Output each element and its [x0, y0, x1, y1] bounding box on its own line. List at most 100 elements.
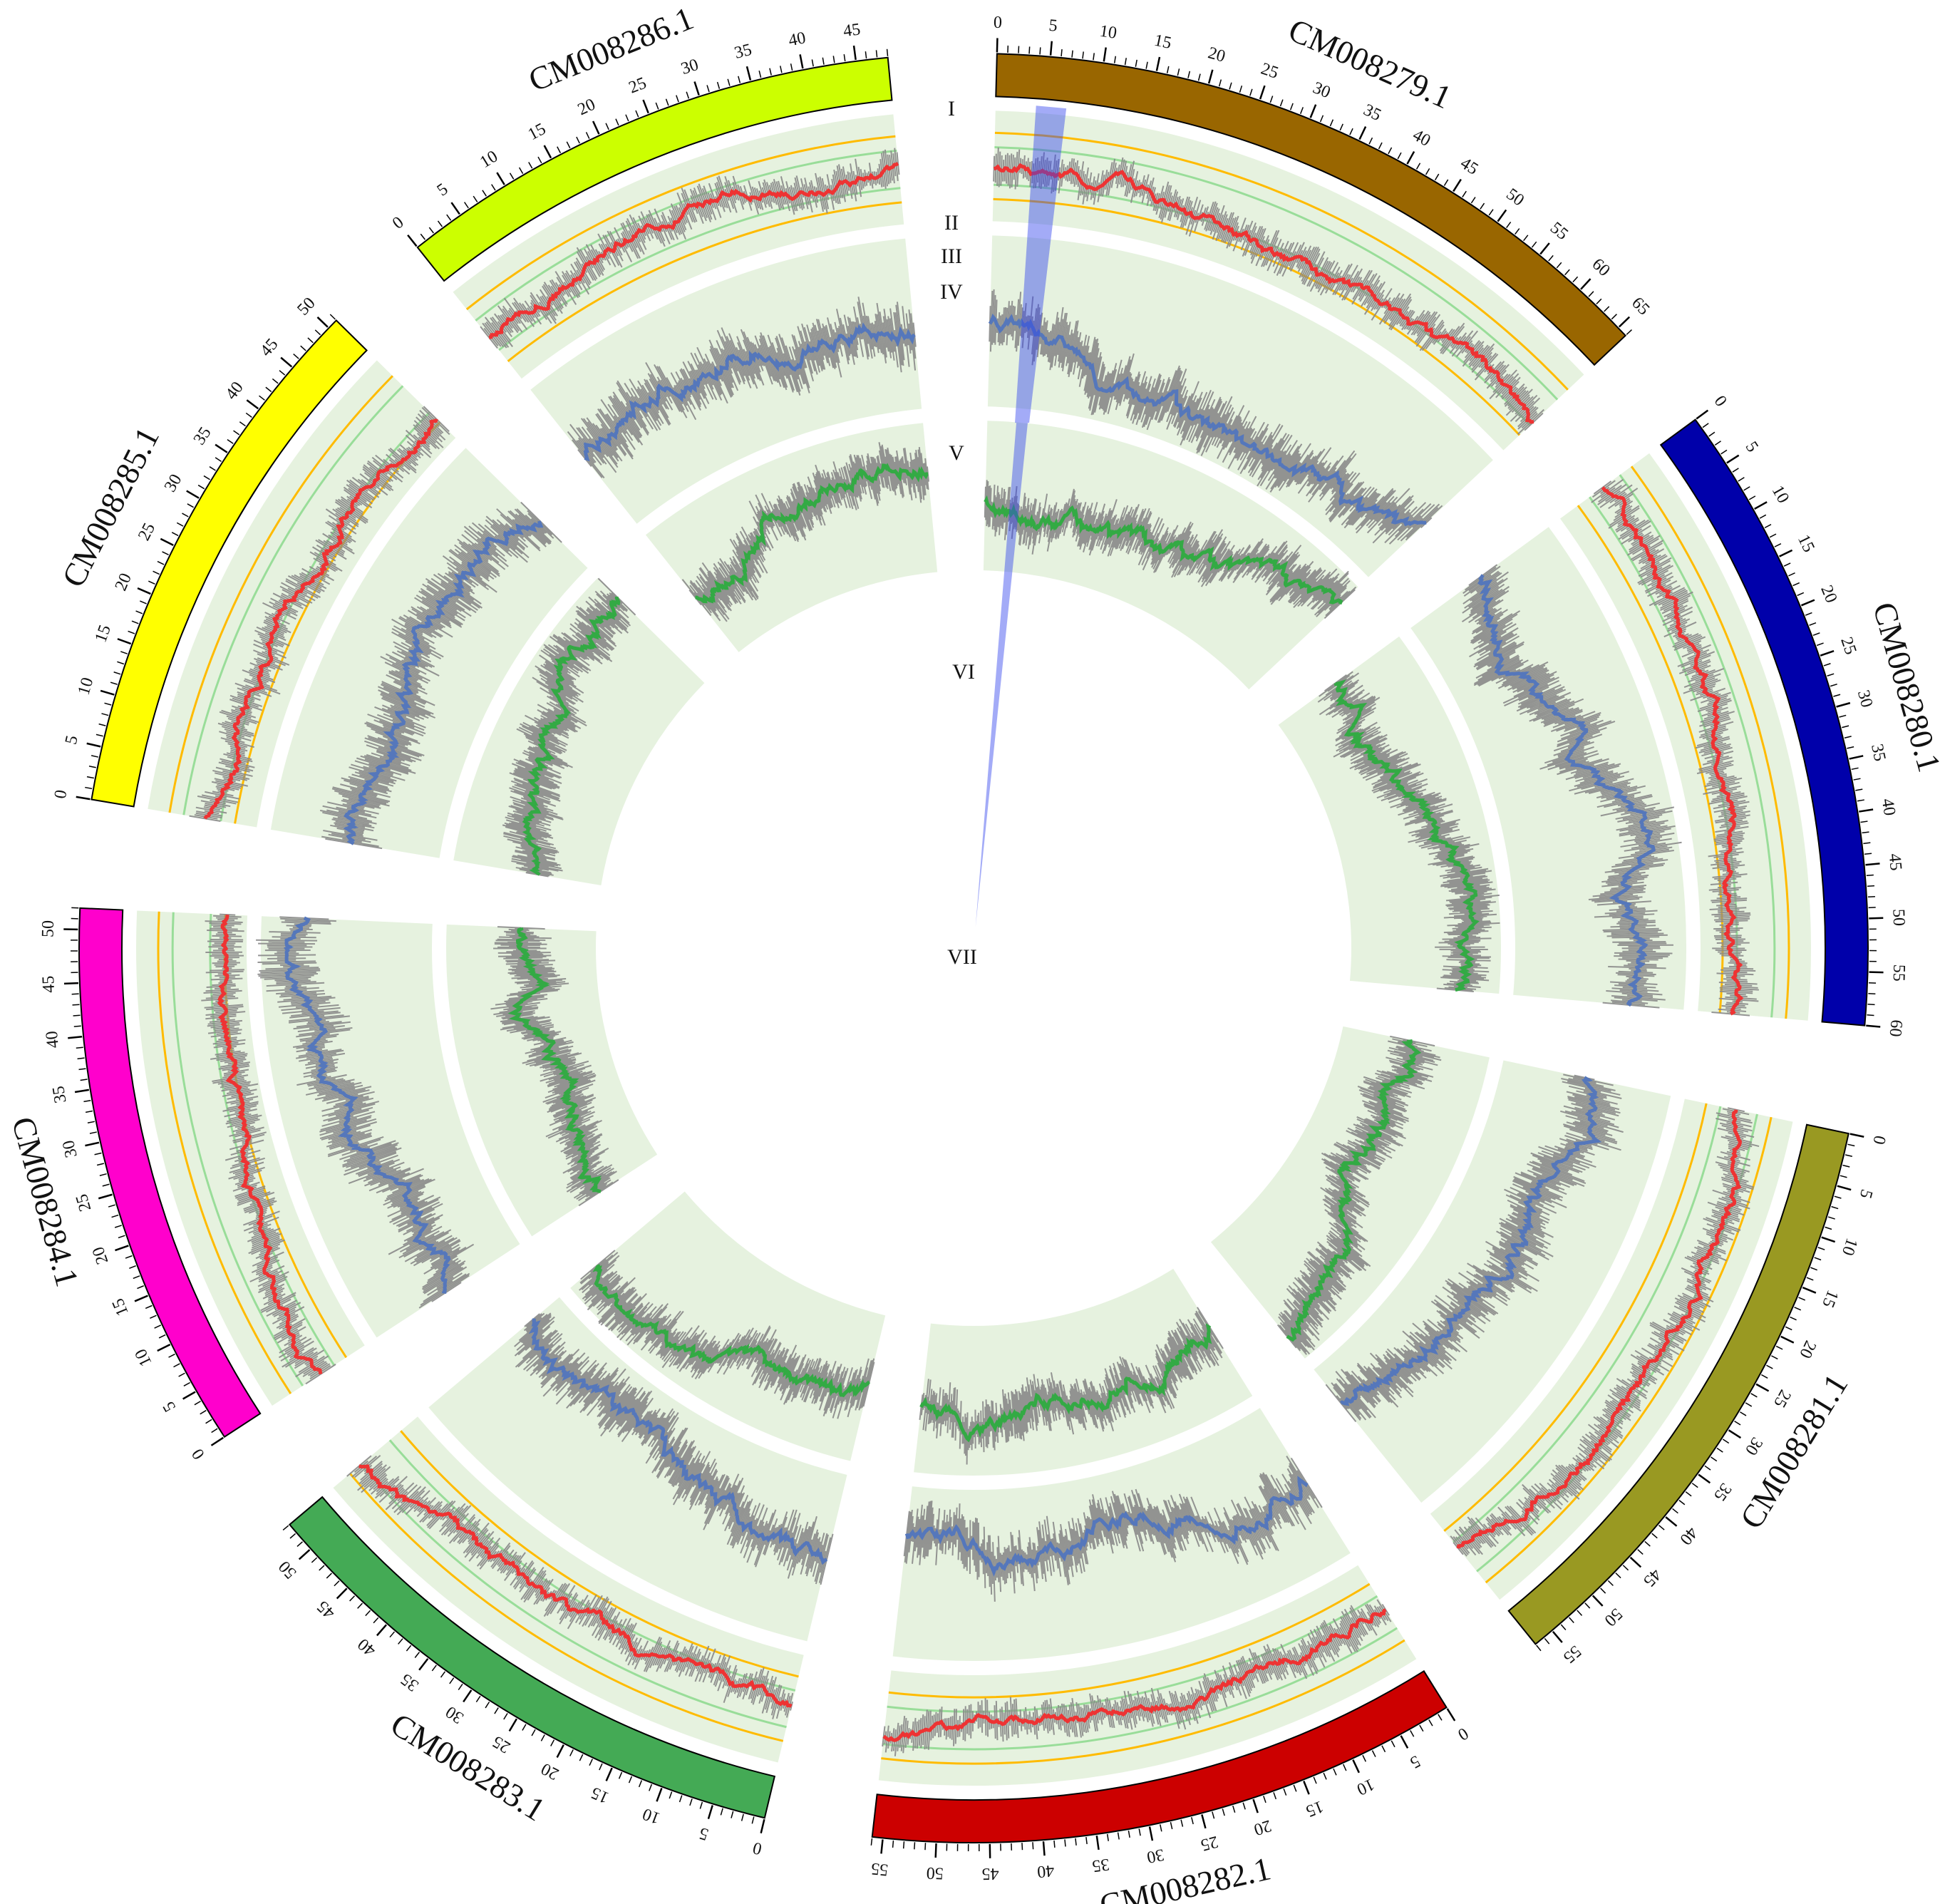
tick-mark: [1177, 68, 1180, 76]
tick-mark: [1406, 150, 1415, 165]
tick-mark: [1569, 1617, 1574, 1624]
tick-mark: [1299, 107, 1304, 114]
tick-mark: [1629, 1556, 1642, 1568]
tick-label: 15: [91, 622, 115, 644]
tick-label: 30: [1741, 1434, 1766, 1458]
tick-mark: [1840, 1175, 1847, 1178]
tick-label: 5: [1048, 16, 1058, 36]
tick-mark: [1849, 1133, 1864, 1138]
tick-mark: [557, 146, 562, 153]
tick-mark: [679, 1795, 683, 1803]
tick-mark: [1028, 46, 1031, 54]
tick-label: 55: [870, 1859, 889, 1879]
tick-mark: [450, 202, 460, 215]
tick-mark: [1259, 85, 1266, 100]
tick-mark: [1862, 831, 1869, 834]
tick-mark: [1827, 673, 1835, 676]
tick-mark: [1252, 1798, 1259, 1813]
tick-mark: [1289, 103, 1294, 110]
tick-mark: [446, 214, 452, 221]
tick-mark: [1766, 1364, 1773, 1369]
tick-mark: [334, 1580, 340, 1587]
tick-mark: [1191, 1817, 1194, 1825]
signal-line: [1333, 679, 1480, 992]
tick-mark: [1805, 612, 1812, 616]
tick-mark: [482, 190, 487, 197]
tick-mark: [1329, 119, 1334, 127]
tick-label: 15: [589, 1783, 612, 1806]
track-cm008285-1: [270, 448, 588, 858]
tick-mark: [1064, 1839, 1066, 1847]
track-cm008285-1: [148, 360, 456, 828]
tick-mark: [140, 600, 147, 604]
tick-label: 40: [43, 1030, 63, 1049]
track-background: [1278, 636, 1501, 994]
tick-mark: [406, 1645, 412, 1652]
tick-mark: [1740, 1411, 1747, 1416]
tick-label: 20: [89, 1245, 113, 1267]
tick-mark: [585, 132, 590, 139]
chromosome-label-cm008286-1: CM008286.1: [524, 0, 698, 98]
tick-mark: [569, 1749, 574, 1756]
tick-mark: [1232, 1805, 1236, 1813]
tick-mark: [1415, 163, 1421, 170]
signal-line: [993, 163, 1534, 424]
tick-label: 5: [1742, 438, 1762, 456]
tick-mark: [113, 671, 121, 675]
tick-mark: [215, 457, 222, 462]
threshold-line: [1619, 474, 1776, 1018]
tick-mark: [1865, 863, 1880, 866]
tick-mark: [1085, 1836, 1088, 1845]
signal-line: [1477, 574, 1656, 1007]
signal-line: [358, 1464, 793, 1708]
tick-mark: [125, 1255, 133, 1259]
tick-mark: [1021, 1843, 1023, 1851]
tick-mark: [508, 1718, 517, 1732]
tick-mark: [1644, 1540, 1651, 1547]
tick-mark: [418, 1658, 429, 1671]
tick-label: 15: [1818, 1287, 1842, 1310]
ideogram-cm008281-1: [1507, 1123, 1849, 1645]
tick-mark: [1780, 1335, 1795, 1344]
tick-label: 45: [39, 975, 58, 993]
tick-label: 25: [1199, 1832, 1220, 1854]
tick-mark: [1869, 917, 1884, 920]
track-cm008279-1: [992, 110, 1584, 451]
tick-mark: [1771, 1355, 1778, 1360]
tick-label: 35: [49, 1085, 70, 1105]
signal-line: [203, 418, 438, 820]
tick-label: 30: [1854, 688, 1877, 709]
tick-mark: [134, 1295, 148, 1302]
track-cm008286-1: [645, 423, 938, 652]
tick-mark: [1820, 649, 1835, 657]
tick-label: 20: [1206, 43, 1227, 66]
tick-mark: [503, 1713, 508, 1720]
tick-mark: [576, 136, 580, 144]
highlight-wedge: [1015, 106, 1067, 423]
tick-mark: [1726, 454, 1740, 464]
tick-mark: [1833, 694, 1841, 697]
tick-mark: [1869, 971, 1884, 974]
tick-mark: [300, 345, 306, 351]
tick-mark: [655, 102, 659, 110]
tick-mark: [182, 513, 189, 518]
tick-label: 30: [59, 1138, 81, 1159]
ideogram-cm008279-1: [995, 53, 1627, 366]
tick-mark: [373, 1617, 379, 1624]
ticks-cm008282-1: 0 5 10 15 20 25 30 35 40 45 50 55: [870, 1708, 1472, 1883]
signal-line: [528, 1318, 828, 1565]
threshold-line: [882, 1627, 1398, 1751]
tick-label: 5: [1407, 1751, 1423, 1772]
tick-mark: [186, 490, 200, 499]
tick-mark: [1842, 725, 1849, 729]
tick-mark: [579, 1754, 584, 1761]
tick-label: 20: [1252, 1816, 1274, 1838]
tick-mark: [720, 1808, 723, 1816]
tick-label: 20: [112, 570, 135, 593]
tick-mark: [843, 53, 846, 62]
tick-mark: [289, 1533, 296, 1539]
tick-mark: [875, 50, 878, 58]
tick-mark: [1197, 73, 1201, 81]
tick-mark: [463, 1689, 473, 1703]
track-cm008284-1: [256, 916, 520, 1338]
